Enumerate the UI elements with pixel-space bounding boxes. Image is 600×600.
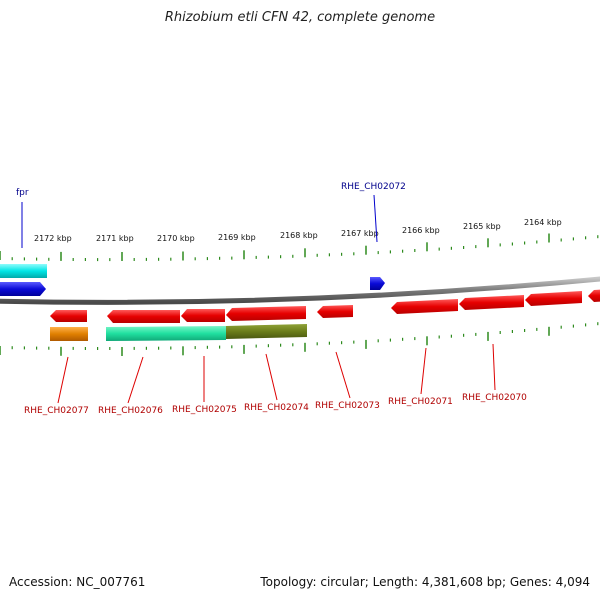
gene-label-rhe-ch02074[interactable]: RHE_CH02074	[244, 403, 309, 413]
reverse-cds-unlabeled-1[interactable]	[525, 291, 582, 306]
leader-line	[127, 356, 144, 404]
reverse-features	[50, 289, 600, 323]
leader-line	[492, 343, 496, 391]
genome-summary: Topology: circular; Length: 4,381,608 bp…	[260, 575, 590, 589]
reverse-cds-rhe-ch02076[interactable]	[107, 310, 180, 323]
leader-line	[373, 194, 378, 243]
gene-label-rhe-ch02075[interactable]: RHE_CH02075	[172, 405, 237, 415]
leader-line	[57, 356, 69, 404]
reverse-cds-rhe-ch02074[interactable]	[226, 306, 306, 321]
tick-label: 2172 kbp	[34, 234, 72, 243]
tick-label: 2171 kbp	[96, 234, 134, 243]
reverse-cds-rhe-ch02070[interactable]	[459, 295, 524, 310]
teal-feature[interactable]	[106, 326, 226, 341]
gene-label-rhe-ch02070[interactable]: RHE_CH02070	[462, 393, 527, 403]
tick-labels: 2172 kbp 2171 kbp 2170 kbp 2169 kbp 2168…	[34, 218, 562, 243]
leader-line	[265, 353, 278, 401]
forward-gene-labels: fpr RHE_CH02072	[16, 182, 406, 198]
tick-label: 2169 kbp	[218, 233, 256, 242]
gene-label-fpr[interactable]: fpr	[16, 188, 29, 198]
tick-label: 2166 kbp	[402, 226, 440, 235]
tick-label: 2170 kbp	[157, 234, 195, 243]
forward-cds-rhe-ch02072[interactable]	[370, 277, 385, 290]
forward-features	[0, 264, 385, 296]
map-title: Rhizobium etli CFN 42, complete genome	[164, 10, 436, 25]
gene-label-rhe-ch02076[interactable]: RHE_CH02076	[98, 406, 163, 416]
tick-label: 2165 kbp	[463, 222, 501, 231]
forward-cds-fpr[interactable]	[0, 282, 46, 296]
outer-tick-ruler	[0, 233, 599, 262]
orange-feature[interactable]	[50, 327, 88, 341]
olive-feature[interactable]	[226, 324, 307, 339]
genome-backbone	[0, 276, 600, 305]
reverse-cds-rhe-ch02075[interactable]	[181, 309, 225, 322]
leader-line	[335, 351, 351, 399]
gene-label-rhe-ch02071[interactable]: RHE_CH02071	[388, 397, 453, 407]
tick-label: 2164 kbp	[524, 218, 562, 227]
tick-label: 2168 kbp	[280, 231, 318, 240]
reverse-cds-rhe-ch02073[interactable]	[317, 305, 353, 318]
accession-label: Accession: NC_007761	[9, 575, 146, 589]
forward-leaders	[21, 194, 378, 248]
gene-label-rhe-ch02073[interactable]: RHE_CH02073	[315, 401, 380, 411]
reverse-cds-unlabeled-2[interactable]	[588, 289, 600, 302]
gene-label-rhe-ch02072[interactable]: RHE_CH02072	[341, 182, 406, 192]
inner-tick-ruler	[0, 322, 599, 356]
leader-line	[420, 347, 427, 395]
reverse-cds-rhe-ch02071[interactable]	[391, 299, 458, 314]
reverse-cds-rhe-ch02077[interactable]	[50, 310, 87, 322]
inner-features	[50, 324, 307, 341]
reverse-leaders	[57, 343, 496, 404]
tick-label: 2167 kbp	[341, 229, 379, 238]
reverse-gene-labels: RHE_CH02077 RHE_CH02076 RHE_CH02075 RHE_…	[24, 393, 527, 416]
gene-label-rhe-ch02077[interactable]: RHE_CH02077	[24, 406, 89, 416]
cyan-feature[interactable]	[0, 264, 47, 278]
